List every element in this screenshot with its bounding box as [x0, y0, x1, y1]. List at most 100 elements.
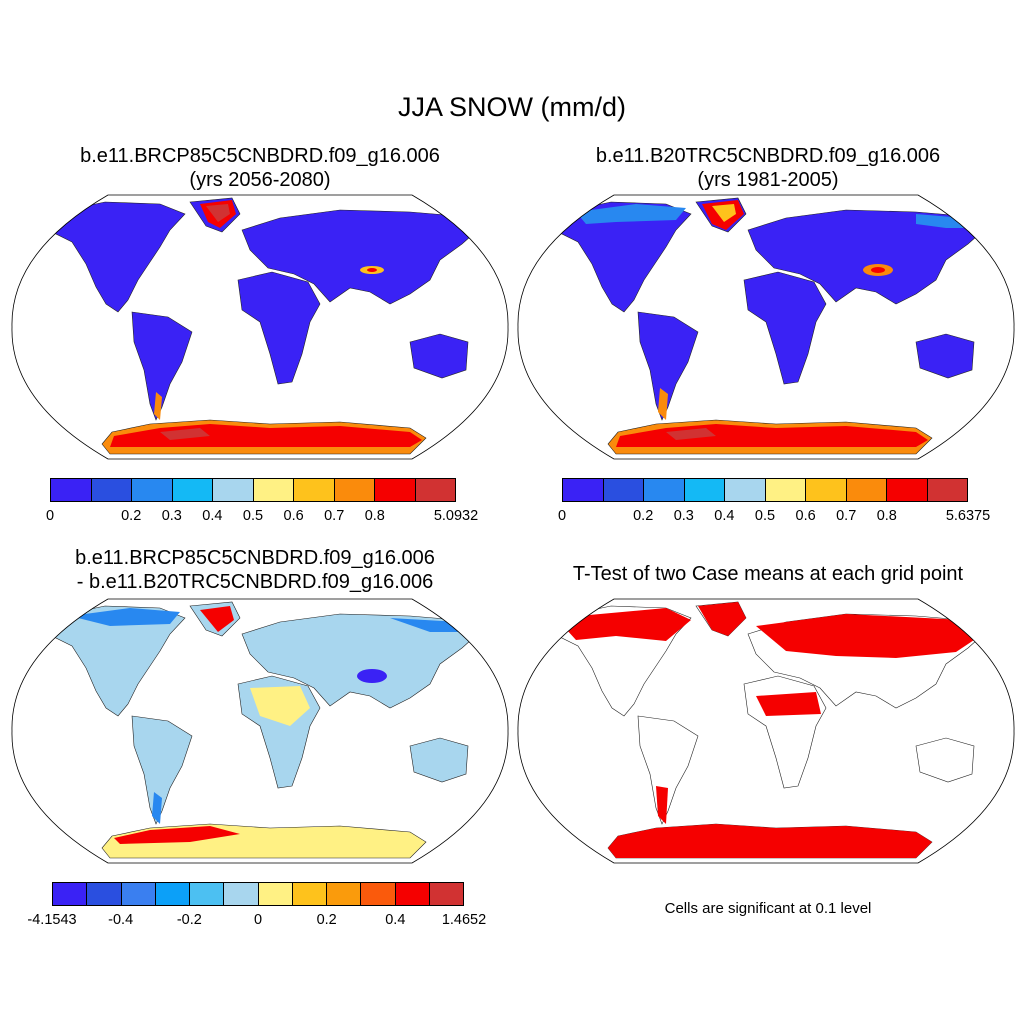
colorbar-3-label: 0.2 [316, 912, 337, 928]
sig-antarctica [608, 824, 932, 858]
continent-australia [409, 737, 469, 783]
colorbar-panel-2-labels: 0 0.2 0.3 0.4 0.5 0.6 0.7 0.8 5.6375 [558, 508, 990, 526]
sig-greenland [698, 602, 746, 636]
colorbar-3-swatch [87, 883, 122, 905]
colorbar-1-label: 0.2 [121, 508, 142, 524]
continent-southAmerica [637, 715, 699, 825]
colorbar-3-label: 1.4652 [441, 912, 487, 928]
continent-australia [409, 333, 469, 379]
panel-1-title-line1: b.e11.BRCP85C5CNBDRD.f09_g16.006 [80, 145, 440, 167]
colorbar-panel-1-labels: 0 0.2 0.3 0.4 0.5 0.6 0.7 0.8 5.0932 [46, 508, 478, 526]
continent-africa [237, 271, 321, 385]
continent-southAmerica [637, 311, 699, 421]
colorbar-1-swatch [132, 479, 173, 501]
panel-3-title-line1: b.e11.BRCP85C5CNBDRD.f09_g16.006 [75, 547, 435, 569]
colorbar-3-label: -0.4 [108, 912, 134, 928]
continent-southAmerica [131, 715, 193, 825]
colorbar-1-swatch [51, 479, 92, 501]
colorbar-1-swatch [172, 479, 213, 501]
sig-arctic [556, 608, 691, 641]
panel-2-title: b.e11.B20TRC5CNBDRD.f09_g16.006 (yrs 198… [528, 144, 1008, 192]
greenland-diff [200, 606, 234, 632]
sig-samerica [656, 786, 668, 824]
colorbar-1-swatch [253, 479, 294, 501]
colorbar-2-label: 5.6375 [945, 508, 991, 524]
colorbar-1-swatch [375, 479, 416, 501]
colorbar-2-label: 0.8 [876, 508, 897, 524]
panel-4-title: T-Test of two Case means at each grid po… [572, 563, 964, 585]
colorbar-2-label: 0.6 [795, 508, 816, 524]
colorbar-3-label: -4.1543 [27, 912, 77, 928]
colorbar-3-swatch [53, 883, 88, 905]
colorbar-2-swatch [806, 479, 847, 501]
colorbar-1-label: 0 [45, 508, 55, 524]
tibet-diff [357, 669, 387, 683]
andes-diff [152, 792, 162, 824]
colorbar-1-swatch [415, 479, 455, 501]
colorbar-3-swatch [429, 883, 463, 905]
colorbar-3-swatch [121, 883, 156, 905]
colorbar-2-swatch [887, 479, 928, 501]
antarctica-snow-dark [160, 428, 210, 440]
colorbar-3-swatch [258, 883, 293, 905]
colorbar-2-swatch [927, 479, 967, 501]
panel-1-title: b.e11.BRCP85C5CNBDRD.f09_g16.006 (yrs 20… [20, 144, 500, 192]
colorbar-1-label: 5.0932 [433, 508, 479, 524]
andes-snow [154, 392, 162, 420]
colorbar-2-swatch [603, 479, 644, 501]
colorbar-2-swatch [725, 479, 766, 501]
arctic-diff [70, 608, 180, 626]
antarctica-red [114, 826, 240, 844]
map-panel-4 [517, 598, 1015, 864]
tibet-snow-core [871, 267, 885, 273]
colorbar-3-label: 0 [253, 912, 263, 928]
tibet-snow-core [367, 268, 377, 272]
colorbar-2-label: 0.5 [754, 508, 776, 524]
colorbar-1-swatch [213, 479, 254, 501]
colorbar-2-swatch [644, 479, 685, 501]
colorbar-3-swatch [190, 883, 225, 905]
panel-1-title-line2: (yrs 2056-2080) [189, 169, 331, 191]
colorbar-3-swatch [395, 883, 430, 905]
colorbar-panel-3-labels: -4.1543 -0.4 -0.2 0 0.2 0.4 1.4652 [27, 912, 486, 930]
colorbar-3-label: -0.2 [176, 912, 202, 928]
sig-eurasia [756, 614, 986, 658]
colorbar-3-swatch [292, 883, 327, 905]
continent-eurasia [241, 613, 481, 709]
continent-australia [915, 737, 975, 783]
continent-eurasia [241, 209, 481, 305]
colorbar-2-label: 0 [557, 508, 567, 524]
map-frame [517, 598, 1015, 864]
colorbar-3-label: 0.4 [385, 912, 406, 928]
greenland-snow-edge [206, 204, 230, 222]
continent-eurasia [747, 209, 987, 305]
africa-yellow [250, 686, 310, 726]
panel-3-title: b.e11.BRCP85C5CNBDRD.f09_g16.006 - b.e11… [15, 546, 495, 594]
panel-3-title-line2: - b.e11.B20TRC5CNBDRD.f09_g16.006 [76, 571, 434, 593]
colorbar-1-swatch [91, 479, 132, 501]
colorbar-1-label: 0.4 [202, 508, 223, 524]
colorbar-3-swatch [155, 883, 190, 905]
map-frame [11, 598, 509, 864]
continent-australia [915, 333, 975, 379]
colorbar-1-swatch [334, 479, 375, 501]
colorbar-2-swatch [765, 479, 806, 501]
colorbar-3-swatch [327, 883, 362, 905]
greenland-snow-edge [712, 204, 736, 222]
map-frame [11, 194, 509, 460]
colorbar-1-label: 0.5 [242, 508, 264, 524]
colorbar-panel-1 [50, 478, 456, 502]
colorbar-panel-2 [562, 478, 968, 502]
colorbar-3-swatch [361, 883, 396, 905]
map-panel-2 [517, 194, 1015, 460]
colorbar-2-swatch [684, 479, 725, 501]
colorbar-1-label: 0.7 [324, 508, 345, 524]
map-panel-1 [11, 194, 509, 460]
colorbar-1-label: 0.8 [364, 508, 385, 524]
map-panel-3 [11, 598, 509, 864]
map-frame [517, 194, 1015, 460]
colorbar-3-swatch [224, 883, 259, 905]
continent-southAmerica [131, 311, 193, 421]
sig-africa [756, 692, 821, 716]
antarctica-snow-dark [666, 428, 716, 440]
